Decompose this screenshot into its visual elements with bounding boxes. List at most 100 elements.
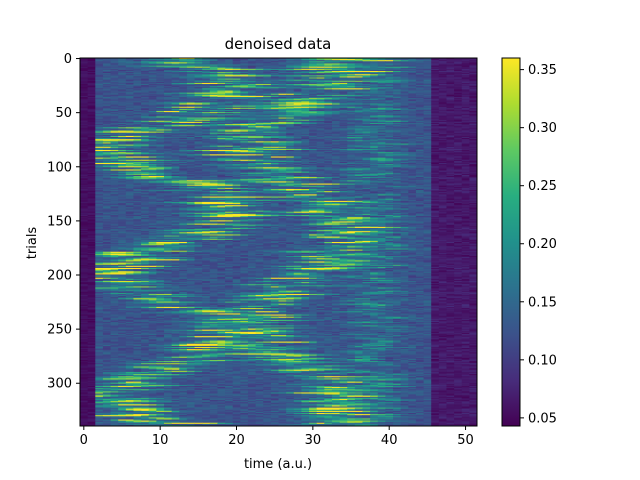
heatmap-cell	[255, 58, 264, 60]
heatmap-cell	[202, 64, 211, 66]
heatmap-cell	[232, 78, 241, 81]
heatmap-cell	[95, 59, 104, 61]
heatmap-cell	[469, 79, 478, 82]
heatmap-cell	[370, 60, 379, 62]
heatmap-cell	[415, 62, 424, 64]
heatmap-cell	[362, 81, 371, 84]
heatmap-cell	[370, 64, 379, 66]
heatmap-cell	[110, 61, 119, 63]
heatmap-cell	[179, 82, 188, 85]
heatmap-cell	[148, 83, 157, 86]
heatmap-cell	[141, 66, 150, 69]
heatmap-cell	[339, 78, 348, 81]
heatmap-cell	[293, 60, 302, 62]
heatmap-cell	[354, 59, 363, 61]
heatmap-cell	[102, 58, 111, 60]
heatmap-cell	[202, 61, 211, 63]
heatmap-cell	[446, 77, 455, 79]
heatmap-cell	[263, 80, 272, 83]
heatmap-cell	[118, 70, 127, 73]
heatmap-cell	[163, 60, 173, 62]
heatmap-cell	[240, 83, 249, 86]
heatmap-cell	[423, 75, 432, 77]
heatmap-cell	[278, 80, 287, 83]
heatmap-cell	[301, 59, 310, 61]
heatmap-cell	[247, 86, 256, 88]
heatmap-cell	[217, 81, 226, 84]
heatmap-cell	[156, 83, 165, 86]
heatmap-cell	[110, 77, 119, 79]
heatmap-cell	[232, 58, 241, 60]
heatmap-cell	[339, 67, 348, 70]
heatmap-cell	[438, 70, 447, 73]
heatmap-cell	[95, 58, 104, 60]
heatmap-cell	[354, 74, 363, 76]
heatmap-cell	[339, 83, 348, 86]
heatmap-cell	[293, 73, 302, 75]
heatmap-cell	[408, 58, 417, 60]
heatmap-cell	[385, 77, 394, 79]
heatmap-cell	[80, 76, 89, 78]
heatmap-cell	[217, 77, 226, 79]
heatmap-cell	[110, 59, 119, 61]
heatmap-cell	[370, 70, 379, 73]
heatmap-cell	[247, 74, 256, 76]
heatmap-cell	[454, 72, 463, 74]
heatmap-cell	[393, 63, 402, 65]
heatmap-cell	[133, 85, 142, 87]
heatmap-cell	[400, 74, 409, 76]
heatmap-cell	[163, 67, 173, 70]
heatmap-cell	[87, 76, 96, 78]
heatmap-cell	[163, 70, 173, 73]
heatmap-cell	[446, 61, 455, 63]
heatmap-cell	[469, 78, 478, 81]
heatmap-cell	[301, 76, 310, 78]
heatmap-cell	[171, 80, 180, 83]
heatmap-cell	[247, 82, 256, 85]
heatmap-cell	[240, 69, 249, 72]
heatmap-cell	[232, 63, 241, 65]
heatmap-cell	[454, 82, 463, 85]
heatmap-cell	[194, 70, 203, 73]
heatmap-cell	[316, 69, 325, 72]
heatmap-cell	[263, 69, 272, 72]
heatmap-cell	[431, 81, 440, 84]
heatmap-cell	[179, 73, 188, 75]
heatmap-cell	[354, 68, 363, 71]
heatmap-cell	[293, 72, 302, 74]
heatmap-cell	[324, 78, 333, 81]
heatmap-cell	[362, 67, 371, 70]
heatmap-cell	[80, 61, 89, 63]
heatmap-cell	[362, 69, 371, 72]
heatmap-cell	[118, 59, 127, 61]
heatmap-cell	[156, 82, 165, 85]
heatmap-cell	[446, 72, 455, 74]
heatmap-cell	[461, 72, 470, 74]
heatmap-cell	[339, 75, 348, 77]
heatmap-cell	[354, 78, 363, 81]
heatmap-cell	[393, 78, 402, 81]
heatmap-cell	[446, 85, 455, 87]
heatmap-cell	[393, 65, 402, 68]
heatmap-cell	[240, 66, 249, 69]
heatmap-cell	[163, 75, 173, 77]
heatmap-cell	[415, 65, 424, 68]
heatmap-cell	[186, 65, 195, 68]
heatmap-cell	[141, 78, 150, 81]
heatmap-cell	[347, 66, 356, 69]
heatmap-cell	[461, 67, 470, 70]
heatmap-cell	[461, 63, 470, 65]
heatmap-cell	[454, 64, 463, 66]
heatmap-cell	[156, 68, 165, 71]
heatmap-cell	[400, 60, 409, 62]
heatmap-cell	[278, 64, 287, 66]
heatmap-cell	[446, 83, 455, 86]
heatmap-cell	[278, 61, 287, 63]
heatmap-cell	[377, 60, 386, 62]
heatmap-row	[80, 75, 478, 77]
heatmap-cell	[339, 69, 348, 72]
heatmap-cell	[324, 85, 333, 87]
heatmap-row	[80, 73, 478, 75]
heatmap-cell	[423, 66, 432, 69]
heatmap-cell	[225, 74, 234, 76]
